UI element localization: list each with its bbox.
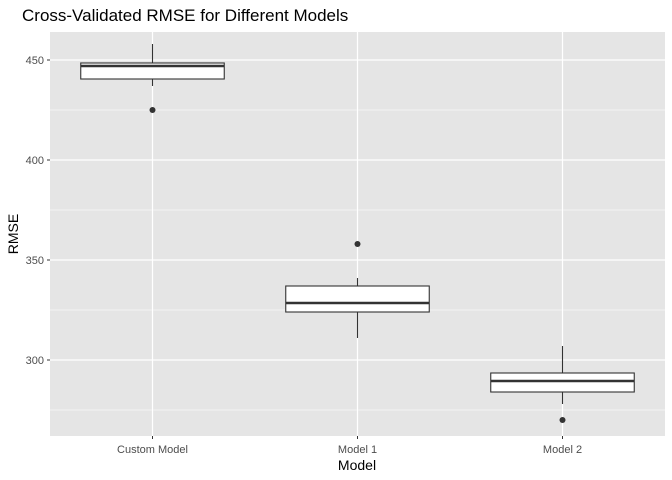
outlier-point [354,241,361,247]
box-group [80,44,225,113]
x-tick-label: Model 1 [338,444,377,456]
outlier-point [149,107,156,113]
x-axis: Custom Model Model 1 Model 2 [117,436,582,456]
y-axis: 300 350 400 450 [26,55,50,367]
box [285,285,430,313]
y-tick-label: 350 [26,255,44,267]
boxes [80,44,635,423]
x-axis-label: Model [338,457,376,473]
y-axis-label: RMSE [5,214,21,254]
y-tick-label: 450 [26,55,44,67]
box-group [490,346,635,423]
chart-title: Cross-Validated RMSE for Different Model… [22,6,348,25]
x-tick-label: Model 2 [543,444,582,456]
y-tick-label: 400 [26,155,44,167]
y-tick-label: 300 [26,355,44,367]
box [490,372,635,393]
outlier-point [559,417,566,423]
x-tick-label: Custom Model [117,444,188,456]
box-group [285,241,430,338]
